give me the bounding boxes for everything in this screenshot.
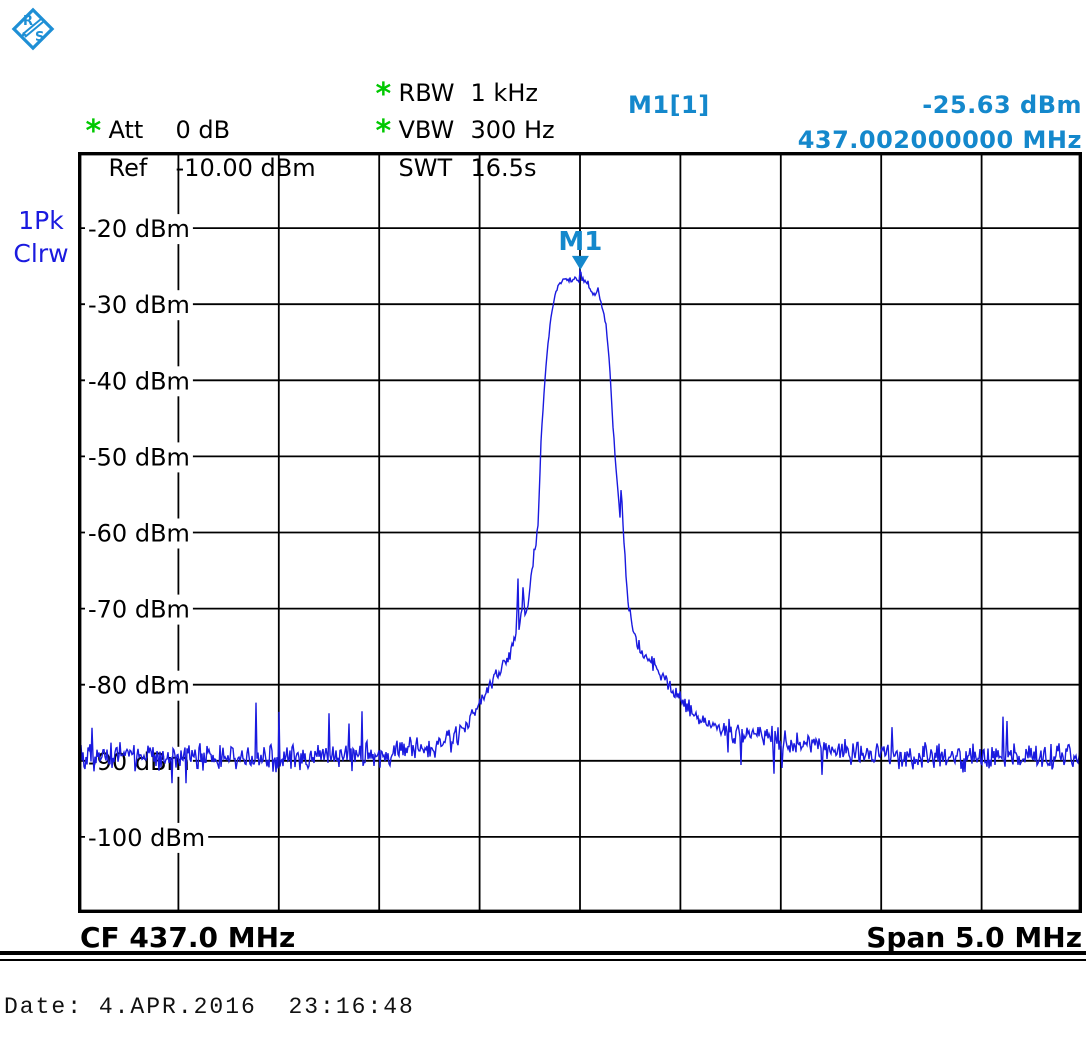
frequency-footer: CF 437.0 MHz Span 5.0 MHz — [80, 921, 1082, 954]
y-tick-label-bg — [85, 442, 193, 473]
y-tick-label: -50 dBm — [88, 443, 190, 471]
marker-m1-triangle — [571, 255, 589, 270]
vbw-row: * VBW 300 Hz — [345, 85, 555, 175]
rbw-changed-asterisk: * — [375, 77, 392, 112]
grid-border — [78, 152, 1082, 913]
y-tick-label-bg — [85, 594, 193, 625]
ref-label: Ref — [108, 154, 148, 182]
y-tick-label: -40 dBm — [88, 367, 190, 395]
span-label: Span 5.0 MHz — [866, 921, 1082, 954]
vbw-value: 300 Hz — [470, 116, 555, 144]
marker-frequency: 437.002000000 MHz — [797, 126, 1082, 154]
trace-mode-label: Clrw — [13, 239, 69, 268]
att-value: 0 dB — [175, 116, 231, 144]
swt-label: SWT — [398, 154, 453, 182]
y-tick-label-bg — [85, 290, 193, 321]
rbw-value: 1 kHz — [470, 79, 538, 107]
y-tick-label: -60 dBm — [88, 520, 190, 548]
att-changed-asterisk: * — [85, 114, 102, 149]
rohde-schwarz-logo: R S — [11, 7, 55, 51]
ref-value: -10.00 dBm — [175, 154, 316, 182]
y-tick-label: -70 dBm — [88, 596, 190, 624]
marker-name: M1[1] — [628, 91, 710, 119]
ref-row: Ref -10.00 dBm — [55, 123, 316, 213]
y-tick-label-bg — [85, 822, 209, 853]
vbw-changed-asterisk: * — [375, 114, 392, 149]
rbw-row: * RBW 1 kHz — [345, 48, 538, 138]
att-row: * Att 0 dB — [55, 85, 231, 175]
y-tick-label-bg — [85, 670, 193, 701]
marker-level: -25.63 dBm — [922, 91, 1082, 119]
separator-rule-thin — [0, 959, 1086, 961]
y-tick-label-bg — [85, 214, 193, 245]
y-tick-label-bg — [85, 518, 193, 549]
svg-text:S: S — [35, 30, 44, 45]
att-label: Att — [108, 116, 144, 144]
date-stamp: Date: 4.APR.2016 23:16:48 — [4, 994, 415, 1020]
trace-1pk-clrw — [78, 268, 1082, 784]
y-tick-label-bg — [85, 366, 193, 397]
measurement-diagram: -20 dBm -30 dBm -40 dBm -50 dBm -60 dBm -70 d… — [78, 152, 1082, 913]
marker-readout: M1[1] -25.63 dBm 437.002000000 MHz — [628, 91, 1082, 161]
svg-text:R: R — [23, 14, 33, 29]
center-frequency-label: CF 437.0 MHz — [80, 921, 296, 954]
y-tick-label: -100 dBm — [88, 824, 205, 852]
vbw-label: VBW — [398, 116, 455, 144]
separator-rule-thick — [0, 951, 1086, 955]
y-tick-label: -20 dBm — [88, 215, 190, 243]
y-tick-label: -80 dBm — [88, 672, 190, 700]
swt-row: SWT 16.5s — [345, 123, 537, 213]
trace-detector-label: 1Pk — [18, 206, 64, 235]
y-tick-label: -30 dBm — [88, 291, 190, 319]
rbw-label: RBW — [398, 79, 455, 107]
swt-value: 16.5s — [470, 154, 537, 182]
marker-m1-label: M1 — [558, 227, 602, 257]
